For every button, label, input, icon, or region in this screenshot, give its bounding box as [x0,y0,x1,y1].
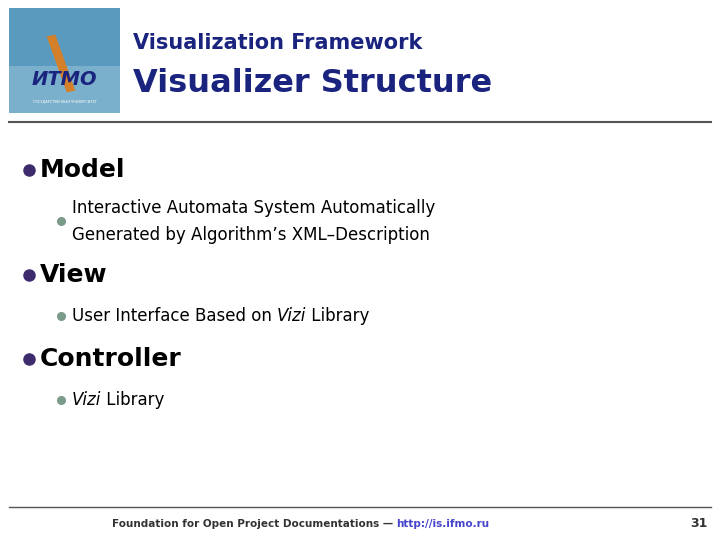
Text: Model: Model [40,158,125,182]
Text: 31: 31 [690,517,707,530]
Text: Controller: Controller [40,347,181,371]
Text: Vizi: Vizi [277,307,307,325]
Text: Library: Library [307,307,370,325]
Text: Foundation for Open Project Documentations —: Foundation for Open Project Documentatio… [112,519,396,529]
Text: http://is.ifmo.ru: http://is.ifmo.ru [396,519,490,529]
Text: Visualization Framework: Visualization Framework [133,33,423,53]
Text: View: View [40,264,107,287]
Text: Visualizer Structure: Visualizer Structure [133,68,492,99]
Text: Interactive Automata System Automatically: Interactive Automata System Automaticall… [72,199,436,217]
Text: ИТМО: ИТМО [32,70,97,89]
Bar [9,8,120,113]
Bar [9,8,120,66]
Text: Generated by Algorithm’s XML–Description: Generated by Algorithm’s XML–Description [72,226,430,244]
Text: Library: Library [102,390,165,409]
Text: ГОСУДАРСТВЕННЫЙ УНИВЕРСИТЕТ: ГОСУДАРСТВЕННЫЙ УНИВЕРСИТЕТ [32,101,96,105]
Text: Vizi: Vizi [72,390,102,409]
Text: User Interface Based on: User Interface Based on [72,307,277,325]
Bar [47,35,76,92]
